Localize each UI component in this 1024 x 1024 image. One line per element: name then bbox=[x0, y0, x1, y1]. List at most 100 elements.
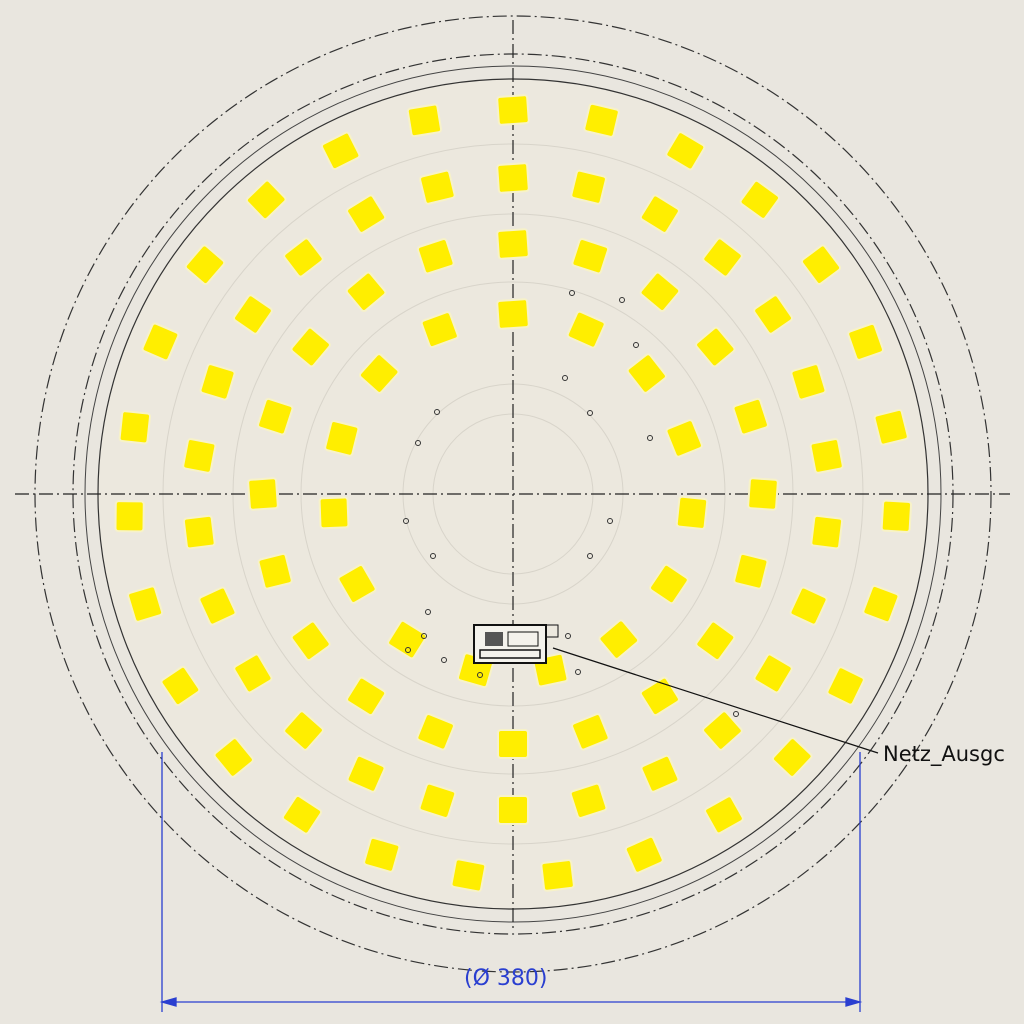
led bbox=[790, 363, 827, 401]
led bbox=[826, 666, 865, 706]
led bbox=[566, 310, 606, 349]
led bbox=[247, 477, 279, 511]
led bbox=[702, 710, 743, 751]
led bbox=[702, 237, 743, 278]
led bbox=[290, 620, 331, 662]
led bbox=[571, 238, 610, 275]
led bbox=[583, 102, 620, 138]
led bbox=[283, 710, 324, 751]
hole bbox=[415, 440, 421, 446]
led bbox=[497, 795, 529, 825]
led bbox=[626, 353, 667, 394]
led bbox=[695, 620, 736, 662]
led bbox=[789, 586, 828, 626]
led bbox=[160, 665, 201, 707]
led bbox=[772, 737, 813, 778]
led bbox=[257, 397, 294, 436]
led bbox=[847, 322, 884, 361]
callout-leader bbox=[552, 647, 879, 754]
led bbox=[809, 438, 844, 474]
led bbox=[257, 552, 293, 590]
led bbox=[184, 244, 226, 285]
led bbox=[324, 420, 360, 457]
diameter-dimension bbox=[159, 752, 863, 1012]
led bbox=[199, 363, 236, 401]
led bbox=[640, 754, 680, 793]
led bbox=[801, 244, 842, 285]
led bbox=[496, 228, 530, 260]
hole bbox=[421, 633, 427, 639]
led bbox=[233, 653, 273, 694]
led bbox=[496, 162, 530, 194]
hole bbox=[569, 290, 575, 296]
led bbox=[497, 729, 529, 759]
led bbox=[733, 552, 769, 590]
led bbox=[496, 94, 530, 126]
led bbox=[346, 194, 387, 234]
led bbox=[695, 326, 736, 368]
dimension-label: (Ø 380) bbox=[464, 966, 548, 991]
hole bbox=[562, 375, 568, 381]
led bbox=[704, 795, 744, 835]
led bbox=[570, 169, 607, 205]
hole bbox=[430, 553, 436, 559]
led bbox=[182, 438, 217, 474]
led bbox=[639, 271, 681, 312]
led bbox=[873, 408, 909, 446]
led bbox=[416, 238, 455, 275]
led bbox=[290, 326, 331, 368]
led bbox=[321, 131, 361, 171]
led bbox=[233, 294, 273, 335]
led bbox=[418, 782, 457, 819]
led bbox=[862, 584, 900, 624]
hole bbox=[477, 672, 483, 678]
led bbox=[540, 859, 575, 892]
led bbox=[496, 298, 530, 330]
led bbox=[665, 419, 703, 458]
hole bbox=[441, 657, 447, 663]
led bbox=[358, 353, 400, 394]
hole bbox=[633, 342, 639, 348]
led bbox=[732, 397, 769, 436]
led bbox=[419, 169, 456, 205]
led bbox=[753, 294, 793, 335]
led bbox=[571, 713, 610, 751]
led bbox=[281, 795, 323, 835]
led bbox=[346, 676, 387, 717]
led bbox=[739, 179, 780, 220]
led bbox=[245, 179, 287, 221]
led bbox=[337, 564, 377, 604]
led bbox=[127, 585, 164, 623]
hole bbox=[403, 518, 409, 524]
led bbox=[639, 194, 680, 234]
led bbox=[420, 311, 459, 349]
hole bbox=[434, 409, 440, 415]
hole bbox=[733, 711, 739, 717]
hole bbox=[587, 410, 593, 416]
led bbox=[387, 619, 428, 660]
hole bbox=[647, 435, 653, 441]
hole bbox=[607, 518, 613, 524]
led bbox=[198, 586, 237, 626]
callout-label: Netz_Ausgc bbox=[883, 742, 1005, 766]
led bbox=[114, 500, 145, 533]
led bbox=[363, 836, 401, 873]
led bbox=[753, 653, 793, 694]
mounting-holes bbox=[403, 290, 739, 717]
hole bbox=[575, 669, 581, 675]
led bbox=[675, 495, 709, 530]
led bbox=[416, 713, 455, 751]
hole bbox=[587, 553, 593, 559]
led bbox=[406, 103, 443, 138]
led bbox=[345, 271, 387, 312]
hole bbox=[565, 633, 571, 639]
led bbox=[346, 754, 386, 793]
hole bbox=[425, 609, 431, 615]
led bbox=[141, 322, 180, 362]
led bbox=[639, 676, 680, 717]
led bbox=[569, 782, 608, 819]
hole bbox=[619, 297, 625, 303]
led bbox=[283, 237, 324, 278]
led bbox=[318, 496, 350, 530]
led bbox=[182, 514, 216, 550]
